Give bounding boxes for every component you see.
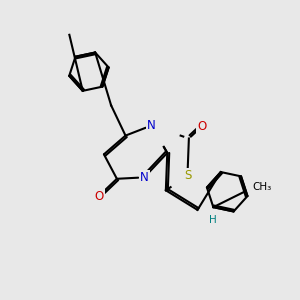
Text: O: O	[94, 190, 104, 202]
Text: CH₃: CH₃	[252, 182, 272, 192]
Text: N: N	[140, 171, 148, 184]
Text: N: N	[147, 119, 156, 132]
Text: O: O	[197, 120, 206, 133]
Text: H: H	[209, 215, 217, 225]
Text: O: O	[250, 182, 259, 192]
Text: S: S	[184, 169, 191, 182]
